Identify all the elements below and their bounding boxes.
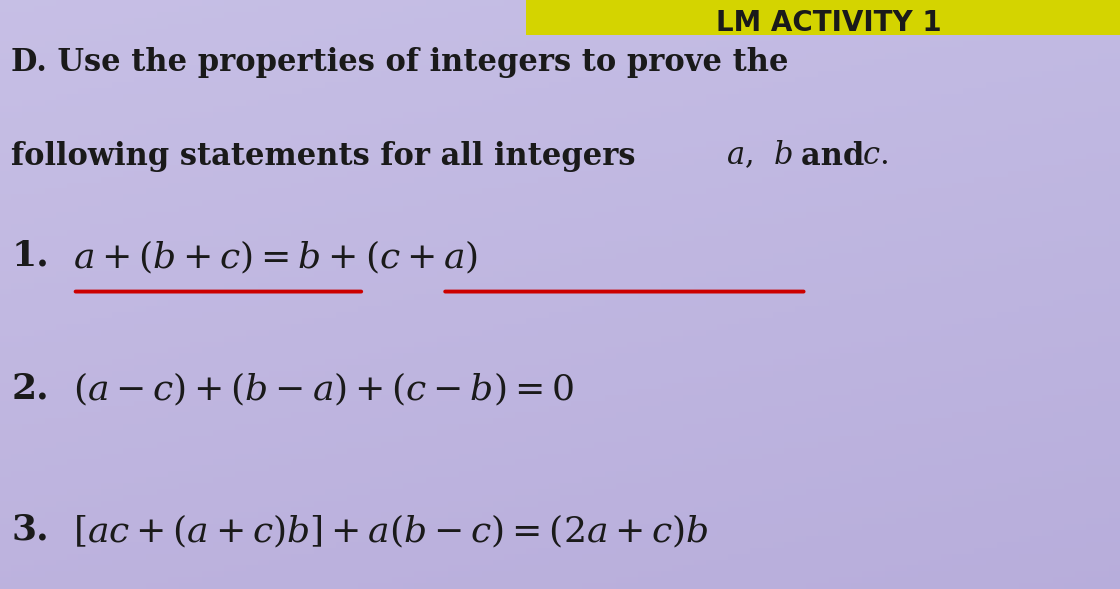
Text: $c.$: $c.$ bbox=[862, 141, 888, 170]
Text: following statements for all integers: following statements for all integers bbox=[11, 141, 646, 173]
Text: D. Use the properties of integers to prove the: D. Use the properties of integers to pro… bbox=[11, 47, 788, 78]
Text: and: and bbox=[801, 141, 875, 173]
Text: $a,$: $a,$ bbox=[726, 141, 753, 170]
FancyBboxPatch shape bbox=[526, 0, 1120, 35]
Text: LM ACTIVITY 1: LM ACTIVITY 1 bbox=[716, 9, 942, 37]
Text: $(a - c) + (b - a) + (c - b) = 0$: $(a - c) + (b - a) + (c - b) = 0$ bbox=[73, 371, 573, 408]
Text: 1.: 1. bbox=[11, 239, 49, 273]
Text: $[ac + (a + c)b] + a(b - c) = (2a + c)b$: $[ac + (a + c)b] + a(b - c) = (2a + c)b$ bbox=[73, 512, 709, 550]
Text: $a + (b + c) = b + (c + a)$: $a + (b + c) = b + (c + a)$ bbox=[73, 239, 478, 276]
Text: 2.: 2. bbox=[11, 371, 49, 405]
Text: $b$: $b$ bbox=[773, 141, 792, 170]
Text: 3.: 3. bbox=[11, 512, 49, 547]
